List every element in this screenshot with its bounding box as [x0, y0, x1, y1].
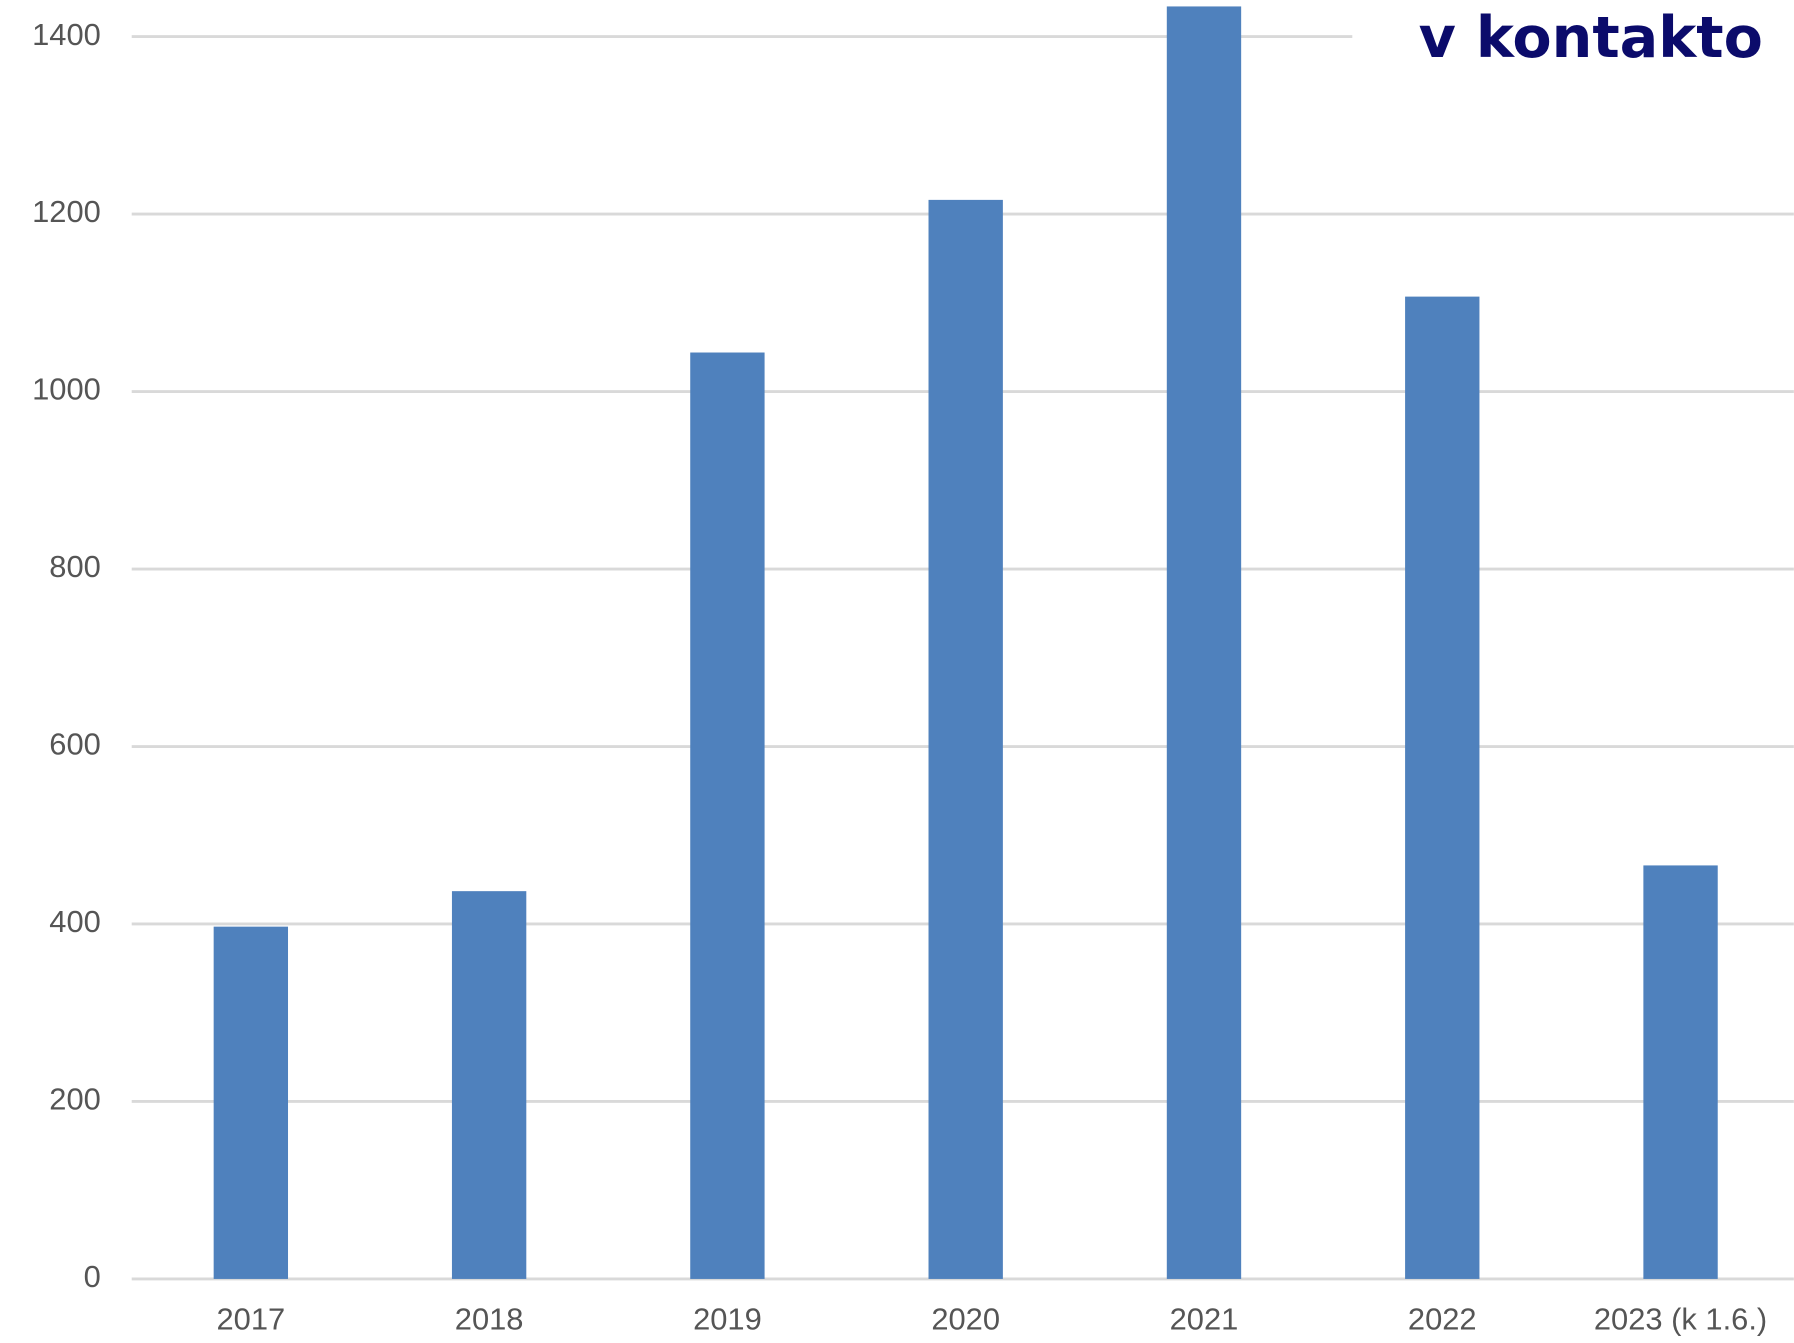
- bar: [928, 199, 1003, 1279]
- x-tick-label: 2020: [931, 1301, 1000, 1336]
- y-tick-label: 800: [49, 549, 101, 584]
- chart-title: v kontakto: [1419, 5, 1763, 71]
- bar: [690, 352, 765, 1279]
- x-tick-label: 2022: [1408, 1301, 1477, 1336]
- y-tick-label: 200: [49, 1082, 101, 1117]
- x-tick-label: 2019: [693, 1301, 762, 1336]
- bar: [1405, 296, 1480, 1279]
- y-tick-label: 400: [49, 904, 101, 939]
- x-tick-label: 2018: [455, 1301, 524, 1336]
- y-tick-label: 1200: [32, 194, 101, 229]
- x-tick-label: 2021: [1170, 1301, 1239, 1336]
- bar: [213, 926, 289, 1279]
- title-background: [1352, 0, 1794, 83]
- bar: [1166, 6, 1242, 1279]
- x-tick-label: 2023 (k 1.6.): [1594, 1301, 1767, 1336]
- x-tick-label: 2017: [216, 1301, 285, 1336]
- y-tick-label: 600: [49, 727, 101, 762]
- bar: [1643, 865, 1718, 1279]
- bar: [451, 891, 527, 1279]
- y-tick-label: 1400: [32, 17, 101, 52]
- y-tick-label: 1000: [32, 372, 101, 407]
- y-tick-label: 0: [84, 1259, 101, 1294]
